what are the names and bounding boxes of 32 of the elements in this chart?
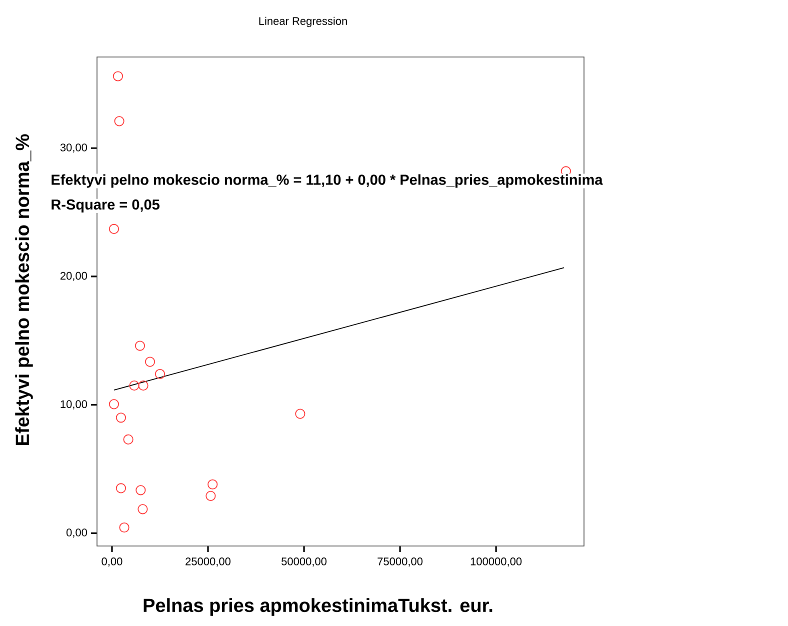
point <box>112 71 124 82</box>
y-tick-label: 0,00 <box>66 528 88 538</box>
annotation: R-Square = 0,05 <box>52 199 160 213</box>
chart-title: Linear Regression <box>259 16 347 28</box>
point <box>116 412 126 423</box>
y-tick-label: 20,00 <box>60 272 88 282</box>
point <box>129 380 140 391</box>
point <box>138 380 148 391</box>
point <box>123 434 134 445</box>
annotation: Efektyvi pelno mokescio norma_% = 11,10 + 0,00 * Pelnas_pries_apmokestinima <box>52 174 603 188</box>
x-tick-label: 0,00 <box>102 558 122 567</box>
x-tick-label: 75000,00 <box>378 558 423 567</box>
y-axis-title: Efektyvi pelno mokescio norma_% <box>15 134 33 445</box>
point <box>136 485 146 496</box>
point <box>116 483 126 494</box>
point <box>138 504 148 514</box>
point <box>206 490 216 501</box>
y-tick-label: 10,00 <box>60 400 88 410</box>
y-tick-label: 30,00 <box>60 144 88 153</box>
point <box>208 479 218 490</box>
x-tick-label: 50000,00 <box>282 558 327 567</box>
x-tick-label: 25000,00 <box>186 558 230 567</box>
point <box>134 340 146 351</box>
x-axis-title: Pelnas pries apmokestinimaTukst. eur. <box>144 598 492 616</box>
x-tick-label: 100000,00 <box>470 558 522 567</box>
point <box>114 116 124 126</box>
point <box>295 408 306 419</box>
point <box>154 368 166 380</box>
point <box>108 224 120 234</box>
point <box>108 399 120 410</box>
point <box>144 356 156 367</box>
point <box>119 522 130 533</box>
